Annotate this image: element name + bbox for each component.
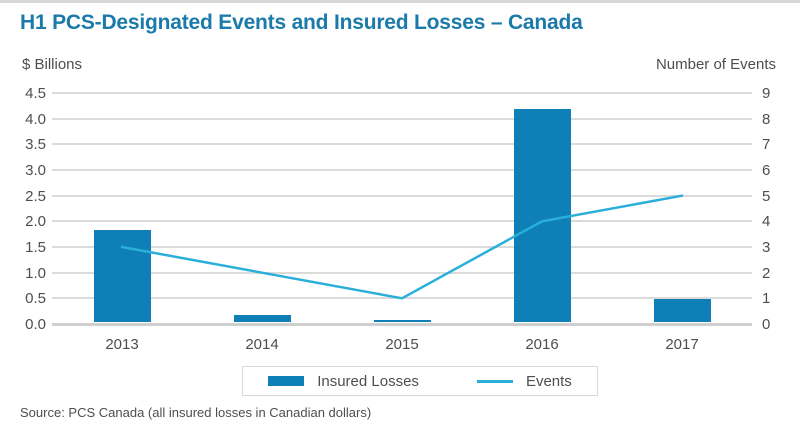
y-axis-tick-right: 8 xyxy=(762,111,771,128)
x-label-2013: 2013 xyxy=(105,336,139,353)
left-axis-title: $ Billions xyxy=(22,56,83,73)
y-axis-tick-left: 0.0 xyxy=(25,316,46,333)
bar-2013 xyxy=(94,230,151,322)
legend-line-swatch xyxy=(476,379,513,383)
gridline xyxy=(52,323,752,326)
gridline xyxy=(52,118,752,120)
right-axis-title: Number of Events xyxy=(655,56,776,73)
y-axis-tick-right: 2 xyxy=(762,265,771,282)
y-axis-tick-left: 3.0 xyxy=(25,162,46,179)
y-axis-tick-left: 1.5 xyxy=(25,239,46,256)
x-label-2017: 2017 xyxy=(665,336,699,353)
y-axis-tick-right: 4 xyxy=(762,213,771,230)
gridline xyxy=(52,220,752,222)
legend-bar-swatch xyxy=(268,376,305,386)
y-axis-tick-right: 1 xyxy=(762,290,771,307)
x-label-2016: 2016 xyxy=(525,336,559,353)
events-line xyxy=(120,194,684,300)
legend-insured-losses-label: Insured Losses xyxy=(317,372,419,390)
y-axis-tick-right: 3 xyxy=(762,239,771,256)
gridline xyxy=(52,246,752,248)
y-axis-tick-left: 2.0 xyxy=(25,213,46,230)
y-axis-tick-left: 2.5 xyxy=(25,188,46,205)
y-axis-tick-left: 0.5 xyxy=(25,290,46,307)
x-label-2015: 2015 xyxy=(385,336,419,353)
x-label-2014: 2014 xyxy=(245,336,279,353)
bar-2017 xyxy=(654,299,711,322)
y-axis-tick-right: 0 xyxy=(762,316,771,333)
y-axis-tick-right: 7 xyxy=(762,136,771,153)
y-axis-tick-right: 5 xyxy=(762,188,771,205)
top-divider xyxy=(0,0,800,3)
y-axis-tick-left: 1.0 xyxy=(25,265,46,282)
y-axis-tick-right: 6 xyxy=(762,162,771,179)
y-axis-tick-left: 4.0 xyxy=(25,111,46,128)
bar-2015 xyxy=(374,320,431,322)
gridline xyxy=(52,195,752,197)
bar-2016 xyxy=(514,109,571,322)
plot-area xyxy=(52,92,752,326)
source-note: Source: PCS Canada (all insured losses i… xyxy=(20,405,372,420)
gridline xyxy=(52,169,752,171)
y-axis-tick-left: 4.5 xyxy=(25,85,46,102)
gridline xyxy=(52,143,752,145)
y-axis-tick-right: 9 xyxy=(762,85,771,102)
gridline xyxy=(52,92,752,94)
gridline xyxy=(52,272,752,274)
legend-events-label: Events xyxy=(525,372,572,390)
legend: Insured Losses Events xyxy=(242,366,598,396)
bar-2014 xyxy=(234,315,291,322)
gridline xyxy=(52,297,752,299)
chart-title: H1 PCS-Designated Events and Insured Los… xyxy=(20,11,583,34)
y-axis-tick-left: 3.5 xyxy=(25,136,46,153)
